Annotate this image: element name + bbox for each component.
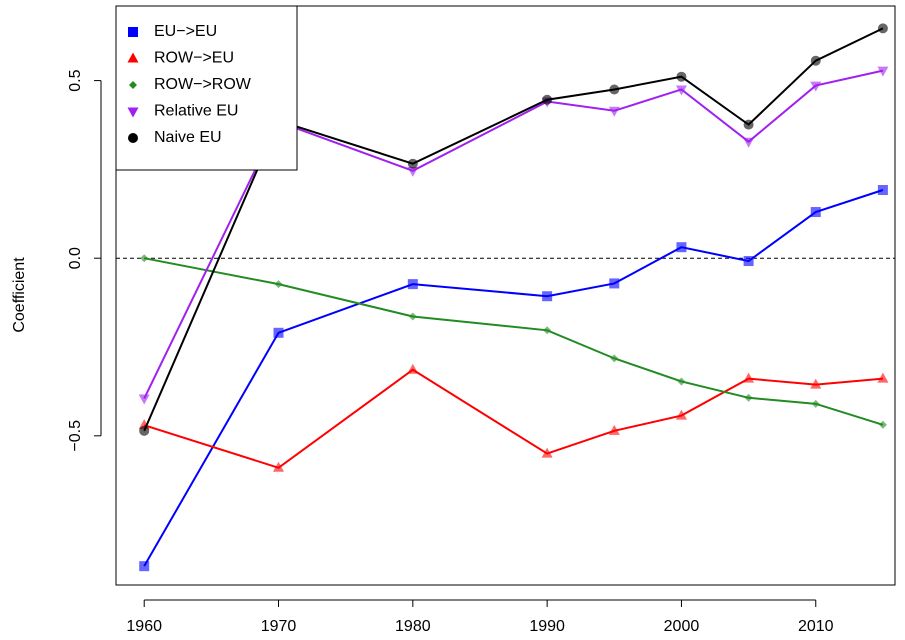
marker [877, 372, 889, 383]
marker [408, 312, 417, 321]
marker [743, 372, 755, 383]
x-tick-label: 2000 [664, 618, 700, 635]
legend-box [115, 5, 298, 171]
y-axis-label: Coefficient [11, 257, 28, 333]
marker [676, 242, 687, 253]
marker [407, 363, 419, 374]
y-tick-label: 0.5 [67, 69, 84, 91]
marker [675, 85, 687, 96]
y-tick-label: −0.5 [67, 420, 84, 452]
marker [273, 327, 284, 338]
marker [542, 291, 553, 302]
marker [810, 81, 822, 92]
marker [608, 106, 620, 117]
series-line [143, 368, 884, 469]
marker [128, 27, 138, 37]
marker [877, 185, 888, 196]
marker [407, 158, 418, 169]
marker [743, 137, 755, 148]
marker [609, 84, 620, 95]
marker [140, 254, 149, 263]
marker [129, 81, 137, 89]
x-tick-label: 1980 [395, 618, 431, 635]
marker [744, 393, 753, 402]
series-line [143, 189, 884, 567]
marker [810, 378, 822, 389]
marker [677, 377, 686, 386]
marker [138, 394, 150, 405]
marker [676, 71, 687, 82]
marker [273, 461, 285, 472]
marker [609, 278, 620, 289]
marker [541, 447, 553, 458]
x-tick-label: 1970 [261, 618, 297, 635]
marker [139, 561, 150, 572]
marker [877, 23, 888, 34]
x-tick-label: 1990 [529, 618, 565, 635]
legend-label: Relative EU [154, 103, 238, 120]
marker [743, 119, 754, 130]
x-tick-label: 1960 [126, 618, 162, 635]
marker [128, 133, 138, 143]
marker [407, 279, 418, 290]
marker [811, 399, 820, 408]
legend-label: Naive EU [154, 129, 222, 146]
x-tick-label: 2010 [798, 618, 834, 635]
marker [810, 55, 821, 66]
marker [608, 424, 620, 435]
legend-label: EU−>EU [154, 23, 217, 40]
marker [877, 66, 889, 77]
marker [610, 354, 619, 363]
marker [127, 52, 139, 63]
marker [543, 326, 552, 335]
legend-label: ROW−>ROW [154, 76, 252, 93]
series-line [144, 257, 884, 426]
marker [139, 425, 150, 436]
marker [542, 94, 553, 105]
y-tick-label: 0.0 [67, 247, 84, 269]
marker [407, 166, 419, 177]
marker [743, 256, 754, 267]
marker [127, 107, 139, 118]
plot-frame [115, 5, 896, 586]
marker [810, 207, 821, 218]
marker [675, 409, 687, 420]
legend-label: ROW−>EU [154, 50, 234, 67]
marker [274, 280, 283, 289]
marker [878, 420, 887, 429]
